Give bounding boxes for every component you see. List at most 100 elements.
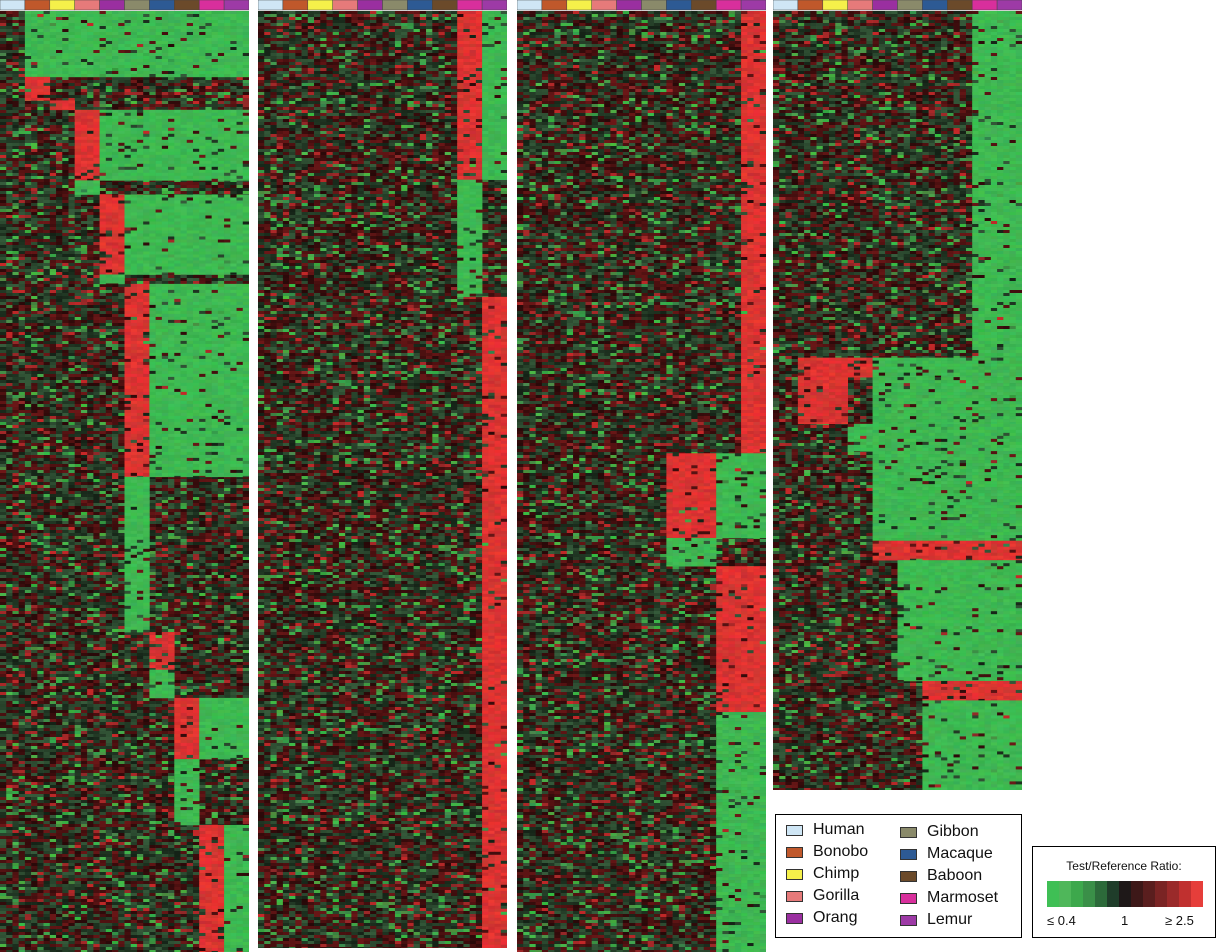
cluster-block: [482, 297, 507, 948]
cluster-block: [972, 11, 1022, 358]
legend-swatch: [900, 893, 917, 904]
legend-swatch: [900, 827, 917, 838]
species-header-bonobo: [542, 0, 567, 10]
legend-item-bonobo: Bonobo: [786, 843, 868, 861]
color-scale-step: [1095, 881, 1107, 907]
species-header-human: [773, 0, 798, 10]
species-header-gibbon: [125, 0, 150, 10]
cluster-block: [898, 560, 1023, 681]
cluster-block: [25, 11, 249, 77]
species-header-marmoset: [716, 0, 741, 10]
species-header-marmoset: [457, 0, 482, 10]
species-header-gorilla: [592, 0, 617, 10]
species-header-orang: [100, 0, 125, 10]
legend-label: Chimp: [813, 865, 859, 883]
species-header-lemur: [741, 0, 766, 10]
color-scale-step: [1083, 881, 1095, 907]
species-header-lemur: [224, 0, 249, 10]
cluster-block: [666, 538, 716, 567]
color-scale-step: [1107, 881, 1119, 907]
species-header-macaque: [407, 0, 432, 10]
cluster-block: [716, 566, 766, 712]
species-header-macaque: [922, 0, 947, 10]
color-scale-step: [1143, 881, 1155, 907]
cluster-block: [75, 110, 249, 181]
species-header-baboon: [432, 0, 457, 10]
species-header-orang: [873, 0, 898, 10]
cluster-block: [75, 180, 100, 194]
legend-label: Lemur: [927, 911, 972, 929]
cluster-block: [798, 377, 1022, 424]
legend-item-lemur: Lemur: [900, 911, 972, 929]
panel-2-svg: [258, 0, 507, 948]
cluster-block: [716, 712, 766, 952]
color-scale-step: [1191, 881, 1203, 907]
species-header-gorilla: [848, 0, 873, 10]
cluster-block: [922, 700, 1022, 790]
species-header-macaque: [666, 0, 691, 10]
cluster-block: [848, 424, 1022, 452]
cluster-block: [25, 77, 50, 101]
cluster-block: [149, 632, 174, 670]
species-header-bonobo: [798, 0, 823, 10]
legend-swatch: [900, 849, 917, 860]
color-scale-step: [1167, 881, 1179, 907]
color-scale-low-label: ≤ 0.4: [1047, 913, 1076, 928]
species-header-bonobo: [25, 0, 50, 10]
species-header-human: [0, 0, 25, 10]
species-header-baboon: [691, 0, 716, 10]
species-header-gibbon: [383, 0, 408, 10]
color-scale-step: [1155, 881, 1167, 907]
heatmap-panel-1: [0, 0, 249, 952]
species-header-baboon: [947, 0, 972, 10]
color-scale-step: [1119, 881, 1131, 907]
color-scale-high-label: ≥ 2.5: [1165, 913, 1194, 928]
heatmap-panel-3: [517, 0, 766, 952]
legend-label: Human: [813, 821, 865, 839]
cluster-block: [100, 194, 249, 274]
color-scale-step: [1131, 881, 1143, 907]
species-header-bonobo: [283, 0, 308, 10]
cluster-block: [149, 670, 174, 699]
legend-label: Gibbon: [927, 823, 979, 841]
color-scale-step: [1059, 881, 1071, 907]
cluster-block: [457, 180, 482, 297]
species-legend: Human Bonobo Chimp Gorilla Orang Gibbon …: [775, 814, 1022, 938]
species-header-lemur: [482, 0, 507, 10]
cluster-block: [100, 274, 125, 284]
color-scale-legend: Test/Reference Ratio: ≤ 0.4 1 ≥ 2.5: [1032, 846, 1216, 938]
species-header-lemur: [997, 0, 1022, 10]
legend-swatch: [786, 825, 803, 836]
heatmap-panel-4: [773, 0, 1022, 790]
cluster-block: [125, 477, 150, 633]
cluster-block: [50, 100, 75, 110]
legend-item-macaque: Macaque: [900, 845, 993, 863]
species-header-human: [517, 0, 542, 10]
species-header-gibbon: [898, 0, 923, 10]
color-scale-title: Test/Reference Ratio:: [1033, 859, 1215, 873]
legend-label: Baboon: [927, 867, 982, 885]
legend-label: Gorilla: [813, 887, 859, 905]
legend-item-gibbon: Gibbon: [900, 823, 979, 841]
cluster-block: [199, 825, 249, 952]
legend-swatch: [900, 871, 917, 882]
cluster-block: [741, 11, 766, 454]
legend-swatch: [786, 847, 803, 858]
color-scale-mid-label: 1: [1121, 913, 1128, 928]
legend-swatch: [786, 891, 803, 902]
cluster-block: [798, 358, 1022, 378]
legend-item-marmoset: Marmoset: [900, 889, 998, 907]
species-header-macaque: [149, 0, 174, 10]
legend-swatch: [900, 915, 917, 926]
species-header-chimp: [50, 0, 75, 10]
panel-1-svg: [0, 0, 249, 952]
cluster-block: [922, 681, 1022, 701]
color-scale-step: [1047, 881, 1059, 907]
legend-item-gorilla: Gorilla: [786, 887, 859, 905]
legend-item-orang: Orang: [786, 909, 857, 927]
species-header-chimp: [823, 0, 848, 10]
species-header-gibbon: [642, 0, 667, 10]
cluster-block: [125, 284, 250, 477]
species-header-marmoset: [972, 0, 997, 10]
species-header-chimp: [308, 0, 333, 10]
